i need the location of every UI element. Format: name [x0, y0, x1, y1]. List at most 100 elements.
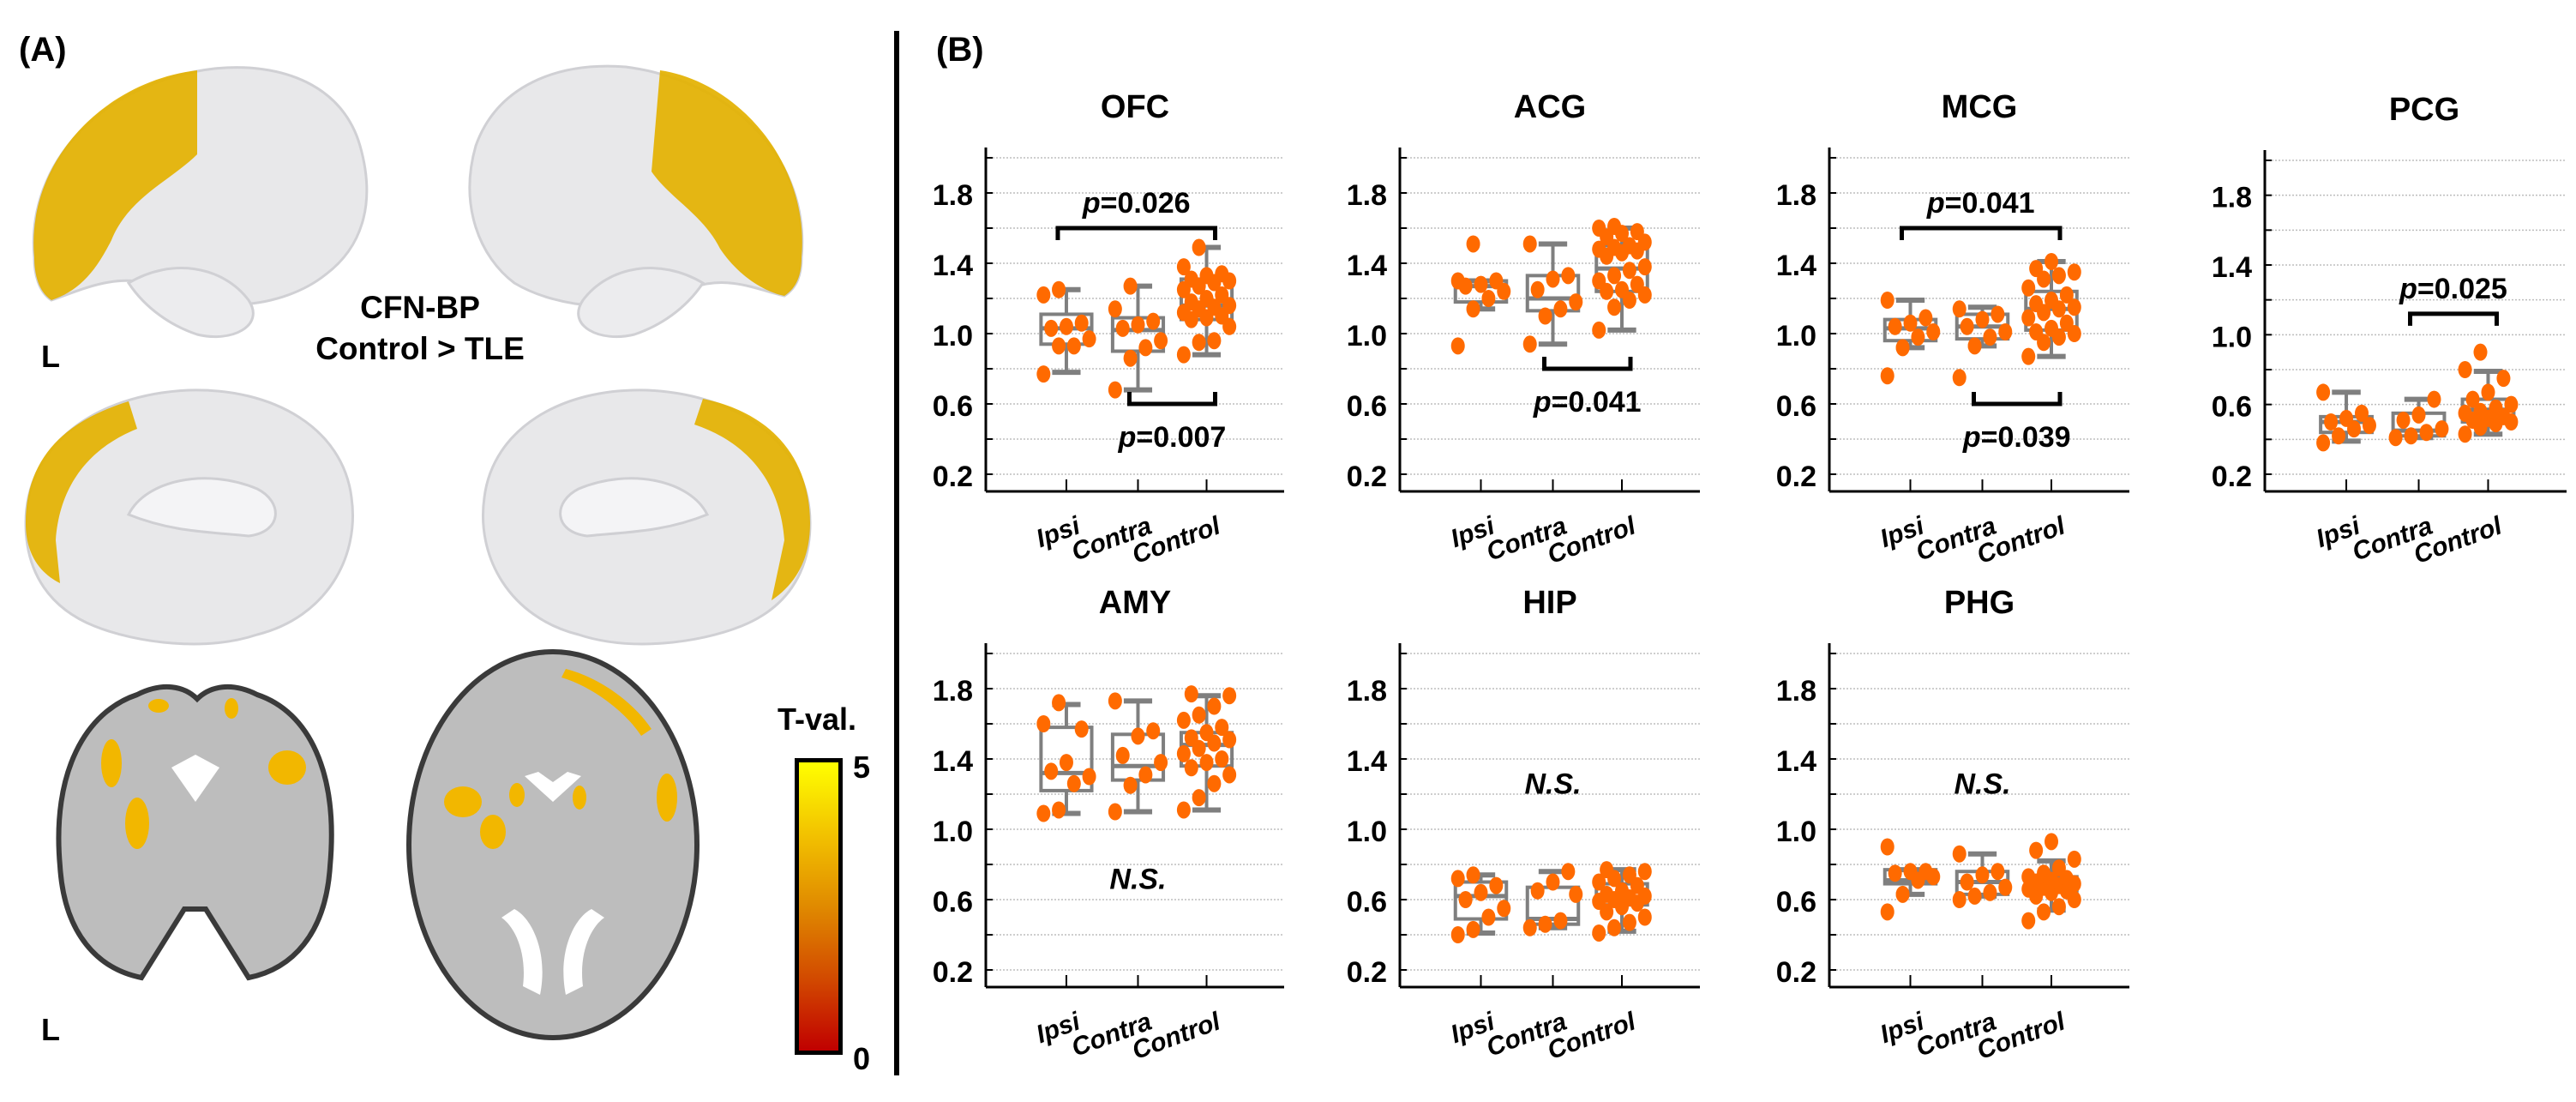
data-point: [1991, 305, 2005, 323]
y-tick-label: 1.8: [2212, 182, 2252, 214]
ns-annotation: N.S.: [1524, 768, 1581, 801]
data-point: [1553, 300, 1568, 318]
y-tick-label: 1.4: [1347, 745, 1387, 778]
data-point: [2029, 260, 2044, 278]
data-point: [1192, 789, 1206, 807]
chart-pcg: PCG0.20.61.01.41.8IpsiContraControlp=0.0…: [2212, 92, 2567, 569]
y-tick-label: 0.6: [1776, 390, 1816, 423]
p-symbol: p: [1533, 386, 1552, 419]
data-point: [1952, 845, 1967, 863]
data-point: [2021, 347, 2036, 365]
data-point: [1458, 891, 1473, 908]
data-point: [1044, 762, 1059, 780]
colorbar-max-label: 5: [853, 750, 871, 785]
panel-b-label: (B): [936, 31, 984, 69]
data-point: [2458, 361, 2472, 378]
data-point: [1176, 711, 1191, 729]
data-point: [1123, 349, 1138, 367]
data-point: [1522, 235, 1537, 253]
p-symbol: p: [1962, 421, 1981, 454]
data-point: [1450, 337, 1465, 355]
chart-title: AMY: [1099, 585, 1171, 621]
p-value: =0.007: [1136, 421, 1226, 454]
data-point: [2059, 286, 2074, 304]
p-symbol: p: [1118, 421, 1137, 454]
y-tick-label: 1.4: [1776, 745, 1816, 778]
p-value: =0.039: [1981, 421, 2071, 454]
significance-bracket: [1055, 226, 1218, 240]
p-value-label: p=0.007: [1118, 421, 1227, 454]
data-point: [2354, 404, 2369, 422]
data-point: [2435, 420, 2449, 438]
data-point: [1622, 237, 1636, 255]
data-point: [1108, 300, 1122, 318]
data-point: [1592, 240, 1606, 258]
data-point: [2067, 298, 2081, 316]
data-point: [1546, 873, 1560, 891]
data-point: [1131, 727, 1145, 745]
chart-acg: ACG0.20.61.01.41.8IpsiContraControlp=0.0…: [1347, 89, 1700, 569]
colorbar-min-label: 0: [853, 1041, 871, 1076]
data-point: [1637, 908, 1652, 926]
data-point: [1199, 267, 1214, 285]
hemisphere-label-top: L: [41, 339, 60, 374]
p-symbol: p: [2399, 273, 2417, 305]
data-point: [1207, 332, 1222, 350]
y-tick-label: 1.0: [1347, 320, 1387, 352]
data-point: [1450, 870, 1465, 888]
data-point: [1108, 381, 1122, 399]
brain-medial-right: [482, 388, 812, 646]
data-point: [1215, 719, 1229, 737]
data-point: [2473, 402, 2488, 420]
data-point: [2059, 314, 2074, 332]
data-point: [2362, 417, 2376, 435]
data-point: [1918, 309, 1933, 327]
data-point: [1522, 335, 1537, 353]
data-point: [1192, 334, 1206, 352]
data-point: [1215, 750, 1229, 768]
y-tick-label: 1.4: [1347, 250, 1387, 282]
data-point: [1052, 280, 1066, 298]
p-value: =0.041: [1552, 386, 1642, 419]
data-point: [2332, 427, 2346, 445]
data-point: [1036, 286, 1051, 304]
data-point: [2388, 429, 2403, 447]
data-point: [2051, 898, 2066, 916]
p-value-label: p=0.039: [1962, 421, 2071, 454]
hemisphere-label-bottom: L: [41, 1012, 60, 1047]
y-tick-label: 0.2: [1347, 956, 1387, 989]
data-point: [1592, 924, 1606, 942]
data-point: [1607, 267, 1622, 285]
data-point: [1154, 754, 1168, 772]
contrast-title: CFN-BP Control > TLE: [274, 287, 566, 370]
data-point: [1592, 272, 1606, 290]
data-point: [1522, 918, 1537, 936]
data-point: [1600, 885, 1614, 903]
data-point: [1074, 314, 1089, 332]
data-point: [1481, 908, 1496, 926]
panel-a-label: (A): [19, 31, 67, 69]
chart-title: PCG: [2389, 92, 2459, 128]
p-symbol: p: [1082, 187, 1101, 220]
data-point: [1911, 328, 1925, 346]
data-point: [1600, 861, 1614, 879]
data-point: [1615, 882, 1629, 900]
data-point: [2481, 383, 2495, 401]
data-point: [1615, 280, 1629, 298]
data-point: [1184, 759, 1198, 777]
data-point: [1561, 267, 1576, 285]
y-tick-label: 0.2: [1347, 461, 1387, 493]
data-point: [1592, 873, 1606, 891]
data-point: [1569, 885, 1583, 903]
chart-title: ACG: [1514, 89, 1586, 125]
data-point: [1176, 346, 1191, 364]
data-point: [2411, 406, 2426, 424]
brain-medial-left: [24, 388, 354, 646]
data-point: [1983, 883, 1997, 901]
brain-lateral-left: [32, 66, 369, 339]
brain-renderings: [24, 64, 812, 1040]
data-point: [1138, 339, 1153, 357]
data-point: [1184, 270, 1198, 288]
brain-axial-slice: [406, 649, 700, 1040]
